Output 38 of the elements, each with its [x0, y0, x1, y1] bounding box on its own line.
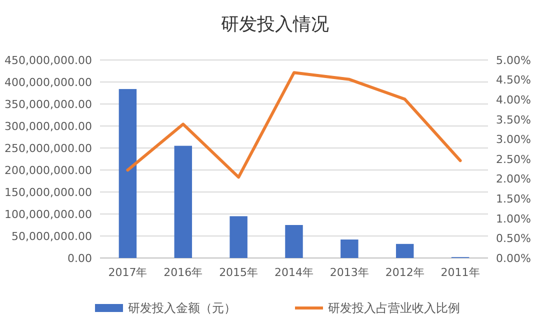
bar	[396, 244, 414, 258]
y2-tick-label: 3.50%	[496, 113, 531, 126]
legend-label: 研发投入金额（元）	[128, 301, 236, 316]
y-tick-label: 50,000,000.00	[12, 230, 92, 243]
y2-tick-label: 1.50%	[496, 192, 531, 206]
x-tick-label: 2014年	[274, 266, 314, 279]
y-tick-label: 200,000,000.00	[4, 164, 92, 177]
y2-tick-label: 4.50%	[496, 74, 531, 87]
bar	[118, 89, 137, 258]
bar	[230, 216, 248, 258]
y2-tick-label: 2.00%	[496, 172, 531, 186]
y2-tick-label: 5.00%	[496, 54, 531, 67]
y2-tick-label: 0.50%	[496, 232, 531, 246]
legend-label: 研发投入占营业收入比例	[328, 301, 460, 316]
y-tick-label: 250,000,000.00	[4, 142, 92, 155]
y-tick-label: 400,000,000.00	[4, 76, 92, 89]
y2-tick-label: 0.00%	[496, 252, 531, 265]
chart-title: 研发投入情况	[221, 14, 329, 35]
y-tick-label: 300,000,000.00	[4, 120, 92, 133]
x-tick-label: 2016年	[164, 266, 203, 279]
x-tick-label: 2017年	[108, 266, 148, 279]
bar	[174, 146, 192, 258]
x-tick-label: 2013年	[330, 266, 369, 279]
y2-tick-label: 4.00%	[496, 93, 531, 106]
y2-tick-label: 2.50%	[496, 152, 531, 166]
y-tick-label: 100,000,000.00	[4, 208, 92, 221]
x-tick-label: 2015年	[219, 266, 258, 279]
y2-tick-label: 3.00%	[496, 133, 531, 146]
x-tick-label: 2011年	[440, 266, 480, 279]
y-tick-label: 150,000,000.00	[4, 186, 92, 199]
x-tick-label: 2012年	[385, 266, 424, 279]
y-tick-label: 350,000,000.00	[4, 98, 92, 111]
bar	[340, 240, 358, 258]
y2-tick-label: 1.00%	[496, 212, 531, 226]
y-tick-label: 450,000,000.00	[4, 54, 92, 67]
y-tick-label: 0.00	[68, 252, 92, 265]
bar	[285, 225, 303, 258]
line-series	[126, 71, 462, 179]
